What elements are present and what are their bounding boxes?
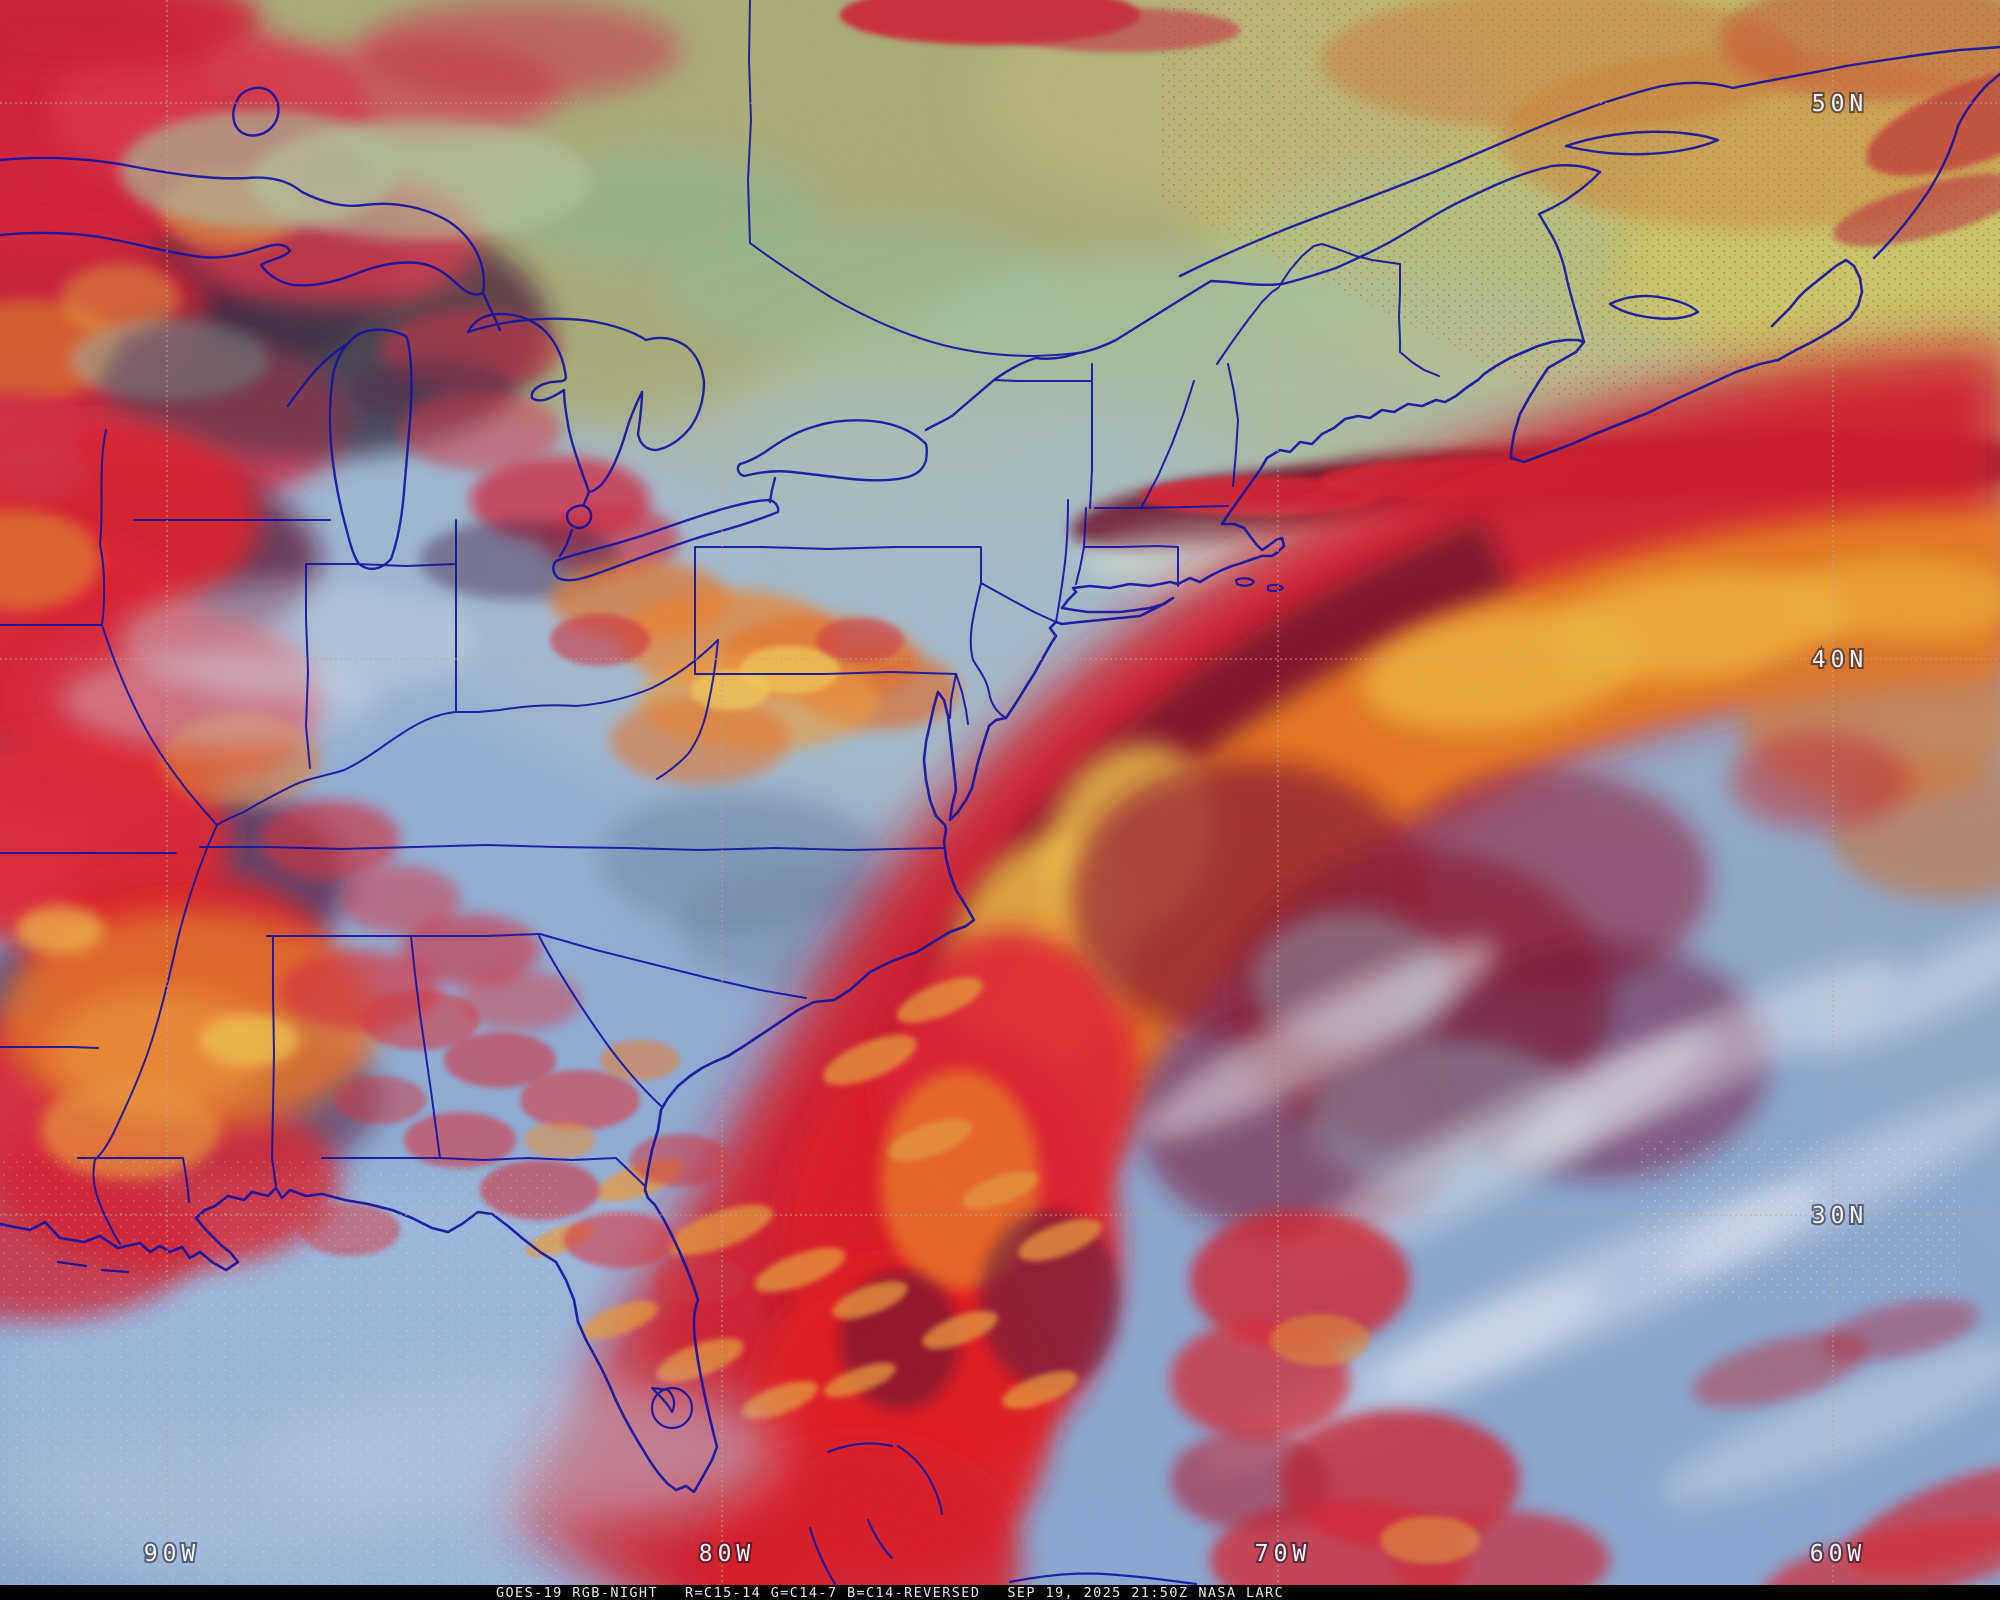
- gulf-st-lawrence-coast: [924, 45, 2000, 432]
- great-lakes: [0, 86, 928, 582]
- caption-product: GOES-19 RGB-NIGHT: [496, 1584, 658, 1600]
- caption-channel-recipe: R=C15-14 G=C14-7 B=C14-REVERSED: [684, 1584, 981, 1600]
- lon-label-80w: 80W: [699, 1541, 756, 1567]
- caption-bar: GOES-19 RGB-NIGHT R=C15-14 G=C14-7 B=C14…: [0, 1585, 2000, 1600]
- state-borders: [0, 0, 1440, 1245]
- graticule-labels: 90W 80W 70W 60W 50N 40N 30N: [142, 89, 1869, 1569]
- lake-okeechobee: [650, 1386, 694, 1430]
- lon-label-90w: 90W: [144, 1541, 201, 1567]
- caption-credit: NASA LARC: [1198, 1584, 1285, 1600]
- coastline-path: [0, 258, 1864, 1494]
- lon-label-70w: 70W: [1255, 1541, 1312, 1567]
- lat-label-40n: 40N: [1812, 647, 1869, 673]
- lat-label-50n: 50N: [1812, 91, 1869, 117]
- islands-bahamas: [56, 577, 1285, 1585]
- lon-label-60w: 60W: [1810, 1541, 1867, 1567]
- caption-datetime: SEP 19, 2025 21:50Z: [1007, 1584, 1189, 1600]
- lat-label-30n: 30N: [1812, 1203, 1869, 1229]
